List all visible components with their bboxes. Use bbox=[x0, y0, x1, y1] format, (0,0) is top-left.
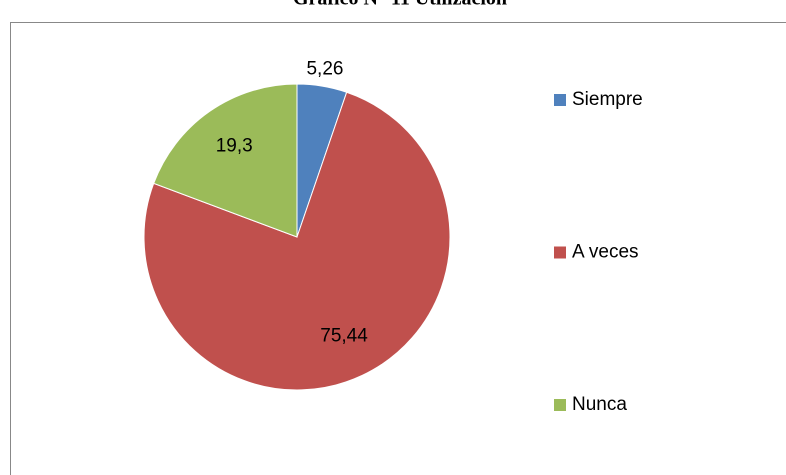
legend-swatch bbox=[554, 246, 566, 259]
legend-swatch bbox=[554, 399, 566, 411]
data-label: 19,3 bbox=[216, 135, 253, 156]
legend-label: Nunca bbox=[572, 394, 627, 415]
pie-slice bbox=[143, 91, 451, 391]
legend-label: A veces bbox=[572, 242, 639, 263]
chart-title: Gráfico N° 11 Utilización bbox=[293, 0, 507, 10]
data-label: 75,44 bbox=[320, 326, 368, 347]
data-label: 5,26 bbox=[306, 58, 343, 79]
legend-label: Siempre bbox=[572, 89, 643, 110]
legend-swatch bbox=[554, 94, 566, 106]
pie-slice bbox=[153, 83, 298, 238]
